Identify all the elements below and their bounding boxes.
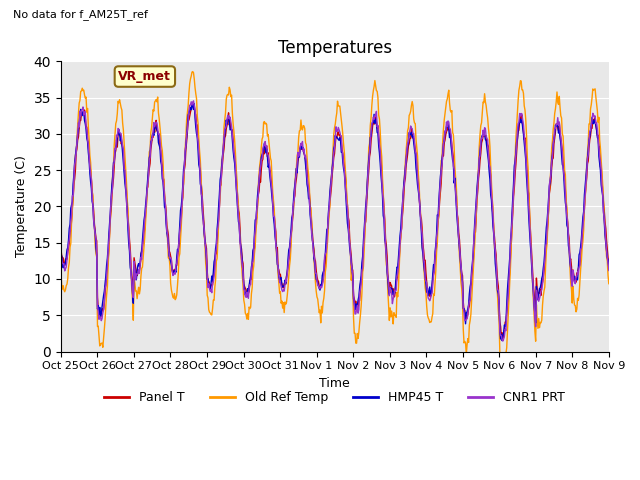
HMP45 T xyxy=(419,245,426,251)
HMP45 T xyxy=(403,156,410,162)
HMP45 T xyxy=(124,209,131,215)
Line: Panel T: Panel T xyxy=(61,104,609,337)
HMP45 T xyxy=(57,250,65,256)
Panel T xyxy=(403,162,410,168)
CNR1 PRT xyxy=(57,256,65,262)
Line: Old Ref Temp: Old Ref Temp xyxy=(61,72,609,378)
Panel T xyxy=(57,246,65,252)
Title: Temperatures: Temperatures xyxy=(278,39,392,57)
Panel T xyxy=(189,101,196,107)
Panel T xyxy=(67,227,75,233)
CNR1 PRT xyxy=(419,231,426,237)
Panel T xyxy=(179,194,187,200)
Line: HMP45 T: HMP45 T xyxy=(61,102,609,341)
Text: VR_met: VR_met xyxy=(118,70,172,83)
Panel T xyxy=(419,225,426,231)
Old Ref Temp xyxy=(499,375,507,381)
HMP45 T xyxy=(67,205,75,211)
Old Ref Temp xyxy=(403,147,410,153)
CNR1 PRT xyxy=(403,157,410,163)
HMP45 T xyxy=(179,182,187,188)
Old Ref Temp xyxy=(189,69,196,74)
Y-axis label: Temperature (C): Temperature (C) xyxy=(15,156,28,257)
Line: CNR1 PRT: CNR1 PRT xyxy=(61,101,609,341)
Legend: Panel T, Old Ref Temp, HMP45 T, CNR1 PRT: Panel T, Old Ref Temp, HMP45 T, CNR1 PRT xyxy=(99,386,570,409)
Text: No data for f_AM25T_ref: No data for f_AM25T_ref xyxy=(13,9,148,20)
Old Ref Temp xyxy=(605,281,612,287)
HMP45 T xyxy=(188,99,196,105)
X-axis label: Time: Time xyxy=(319,377,350,390)
Old Ref Temp xyxy=(179,185,187,191)
CNR1 PRT xyxy=(67,218,75,224)
HMP45 T xyxy=(209,278,216,284)
Old Ref Temp xyxy=(57,267,65,273)
CNR1 PRT xyxy=(605,267,612,273)
Old Ref Temp xyxy=(419,242,426,248)
HMP45 T xyxy=(605,264,612,270)
Panel T xyxy=(124,201,131,207)
CNR1 PRT xyxy=(179,185,187,191)
CNR1 PRT xyxy=(499,338,507,344)
Panel T xyxy=(605,261,612,267)
Old Ref Temp xyxy=(124,197,131,203)
Panel T xyxy=(209,282,216,288)
CNR1 PRT xyxy=(124,211,131,216)
Panel T xyxy=(497,335,505,340)
CNR1 PRT xyxy=(189,98,197,104)
HMP45 T xyxy=(499,338,506,344)
Old Ref Temp xyxy=(209,306,216,312)
CNR1 PRT xyxy=(209,280,216,286)
Old Ref Temp xyxy=(67,240,75,246)
